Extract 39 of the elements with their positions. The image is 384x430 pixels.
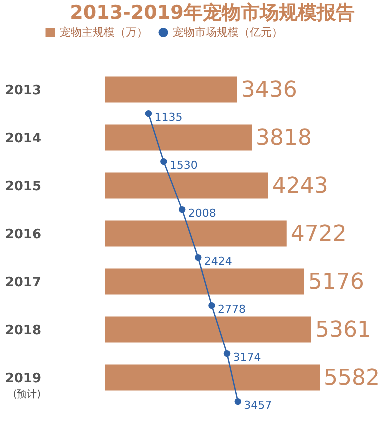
bar <box>105 268 304 295</box>
point <box>208 302 216 310</box>
point <box>224 350 231 358</box>
data-label: 2008 <box>188 206 216 220</box>
data-label: 2778 <box>218 302 246 316</box>
data-label: 2424 <box>204 254 232 268</box>
point <box>234 398 242 406</box>
y-tick-label: 2017 <box>5 275 42 290</box>
bar <box>105 76 238 103</box>
data-label: 3174 <box>233 350 262 364</box>
bar <box>105 172 268 199</box>
text: (预计) <box>13 388 42 401</box>
y-tick-label: 2013 <box>5 83 42 98</box>
point <box>145 110 152 118</box>
point <box>178 206 186 214</box>
data-label: 4722 <box>290 222 347 247</box>
legend-label: 宠物市场规模（亿元） <box>173 26 283 39</box>
point <box>195 254 202 262</box>
data-label: 5582 <box>324 366 380 391</box>
bar <box>105 220 287 247</box>
data-label: 3436 <box>241 78 298 103</box>
data-label: 1530 <box>170 158 198 172</box>
y-tick-label: 2014 <box>5 131 42 146</box>
bar <box>105 364 320 391</box>
data-label: 3457 <box>244 398 272 412</box>
y-tick-label: 2018 <box>5 323 42 338</box>
data-label: 5361 <box>315 318 372 343</box>
y-tick-label: 2019 <box>5 371 42 386</box>
data-label: 5176 <box>308 270 364 295</box>
data-label: 3818 <box>256 126 312 151</box>
data-label: 1135 <box>154 110 183 124</box>
bar <box>105 316 312 343</box>
point <box>160 158 168 166</box>
data-label: 4243 <box>272 174 328 199</box>
y-tick-label: 2015 <box>5 179 42 194</box>
chart-title: 2013-2019年宠物市场规模报告 <box>70 2 355 24</box>
legend-label: 宠物主规模（万） <box>60 26 148 39</box>
y-tick-label: 2016 <box>5 227 42 242</box>
bar <box>105 124 252 151</box>
